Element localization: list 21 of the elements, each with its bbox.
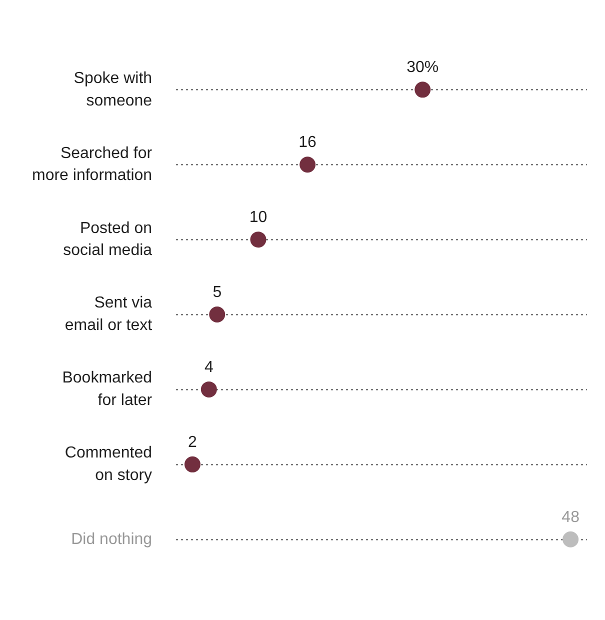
data-label: 30% [406,59,439,76]
point [562,531,579,548]
data-label: 10 [249,208,268,226]
point [250,232,266,248]
y-tick-label: Posted on social media [63,220,152,260]
y-tick-label: Commented on story [64,444,152,484]
point [184,456,200,472]
data-label: 4 [204,358,214,376]
y-tick-label: Sent via email or text [64,294,153,334]
point [414,82,431,98]
data-label: 16 [298,134,317,152]
y-tick-label: Spoke with someone [74,70,152,110]
data-label: 5 [212,284,222,301]
y-tick-label: Bookmarked for later [62,370,153,410]
data-label: 2 [188,434,198,451]
data-label: 48 [562,508,580,526]
point [300,156,316,173]
y-tick-label: Did nothing [71,530,152,548]
point [200,381,217,398]
y-tick-label: Searched for more information [32,144,153,184]
point [209,306,226,323]
